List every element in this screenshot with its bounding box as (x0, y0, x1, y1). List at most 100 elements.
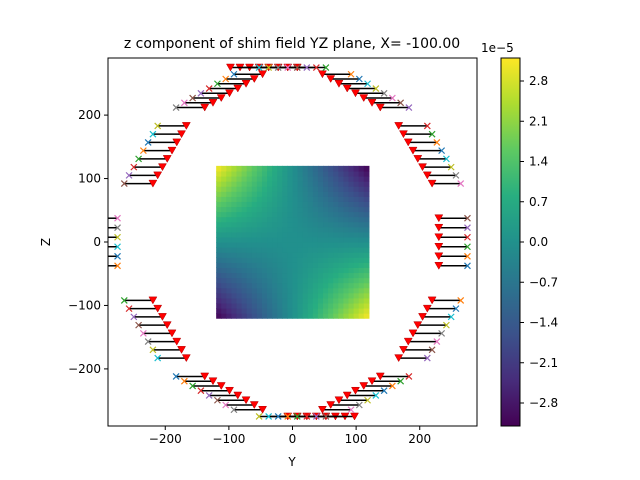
heatmap-cell (302, 181, 309, 187)
heatmap-cell (287, 196, 294, 202)
heatmap-cell (226, 211, 233, 218)
heatmap-cell (333, 302, 339, 309)
coil-end-marker (120, 180, 128, 188)
heatmap-cell (241, 257, 248, 263)
heatmap-cell (363, 277, 370, 284)
coil-start-marker (208, 377, 218, 386)
heatmap-cell (317, 297, 324, 304)
heatmap-cell (256, 181, 263, 187)
heatmap-cell (272, 262, 278, 268)
heatmap-cell (216, 267, 222, 274)
heatmap-cell (216, 236, 222, 243)
heatmap-cell (236, 277, 243, 284)
heatmap-cell (221, 191, 227, 197)
heatmap-cell (307, 302, 314, 309)
heatmap-cell (272, 221, 278, 228)
heatmap-cell (323, 191, 329, 197)
heatmap-cell (282, 242, 289, 248)
heatmap-cell (236, 165, 243, 172)
heatmap-cell (328, 277, 334, 284)
heatmap-cell (348, 313, 355, 319)
coil-end-marker (255, 413, 263, 420)
coil-end-marker (125, 171, 133, 179)
heatmap-cell (312, 231, 319, 238)
heatmap-cell (312, 282, 319, 289)
heatmap-cell (241, 272, 248, 279)
heatmap-cell (328, 191, 334, 197)
heatmap-cell (353, 262, 360, 268)
heatmap-cell (216, 257, 222, 263)
heatmap-cell (246, 186, 253, 192)
heatmap-cell (358, 211, 365, 218)
heatmap-cell (353, 176, 360, 182)
heatmap-cell (282, 181, 289, 187)
heatmap-cell (251, 231, 258, 238)
heatmap-cell (272, 236, 278, 243)
coil-start-marker (394, 122, 404, 130)
heatmap-cell (241, 216, 248, 223)
heatmap-cell (302, 242, 309, 248)
heatmap-cell (323, 201, 329, 208)
heatmap-cell (236, 313, 243, 319)
heatmap-cell (246, 170, 253, 177)
heatmap-cell (282, 176, 289, 182)
heatmap-cell (323, 272, 329, 279)
heatmap-cell (348, 201, 355, 208)
heatmap-cell (297, 165, 304, 172)
heatmap-cell (226, 252, 233, 258)
heatmap-cell (221, 196, 227, 202)
heatmap-cell (231, 282, 238, 289)
heatmap-cell (338, 231, 344, 238)
heatmap-cell (231, 216, 238, 223)
coil-end-marker (293, 64, 301, 71)
coil-start-marker (427, 296, 437, 305)
heatmap-cell (338, 272, 344, 279)
heatmap-cell (267, 313, 273, 319)
heatmap-cell (363, 231, 370, 238)
heatmap-cell (307, 307, 314, 314)
heatmap-cell (272, 302, 278, 309)
heatmap-cell (328, 247, 334, 253)
heatmap-cell (226, 277, 233, 284)
heatmap-cell (231, 196, 238, 202)
heatmap-cell (221, 292, 227, 299)
heatmap-cell (267, 170, 273, 177)
heatmap-cell (292, 221, 299, 228)
heatmap-cell (251, 221, 258, 228)
coil-end-marker (255, 64, 263, 71)
heatmap-cell (338, 170, 344, 177)
heatmap-cell (317, 277, 324, 284)
heatmap-cell (226, 242, 233, 248)
heatmap-cell (282, 307, 289, 314)
heatmap-cell (323, 221, 329, 228)
heatmap-cell (363, 302, 370, 309)
heatmap-cell (353, 206, 360, 213)
heatmap-cell (226, 196, 233, 202)
heatmap-cell (251, 307, 258, 314)
heatmap-cell (338, 262, 344, 268)
coil-start-marker (225, 386, 234, 395)
heatmap-cell (302, 231, 309, 238)
heatmap-cell (267, 287, 273, 294)
heatmap-cell (216, 221, 222, 228)
heatmap-cell (302, 165, 309, 172)
heatmap-cell (272, 313, 278, 319)
heatmap-cell (272, 170, 278, 177)
coil-start-marker (342, 391, 352, 400)
heatmap-cell (282, 231, 289, 238)
heatmap-cell (343, 221, 350, 228)
heatmap-cell (251, 165, 258, 172)
heatmap-cell (256, 307, 263, 314)
heatmap-cell (297, 191, 304, 197)
heatmap-cell (216, 191, 222, 197)
heatmap-cell (256, 165, 263, 172)
heatmap-cell (358, 262, 365, 268)
heatmap-cell (231, 201, 238, 208)
heatmap-cell (221, 262, 227, 268)
heatmap-cell (282, 272, 289, 279)
heatmap-cell (343, 191, 350, 197)
heatmap-cell (216, 297, 222, 304)
heatmap-cell (241, 287, 248, 294)
heatmap-cell (236, 257, 243, 263)
heatmap-cell (261, 170, 268, 177)
